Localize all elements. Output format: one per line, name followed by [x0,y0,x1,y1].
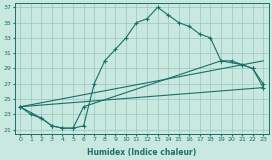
X-axis label: Humidex (Indice chaleur): Humidex (Indice chaleur) [87,148,196,156]
